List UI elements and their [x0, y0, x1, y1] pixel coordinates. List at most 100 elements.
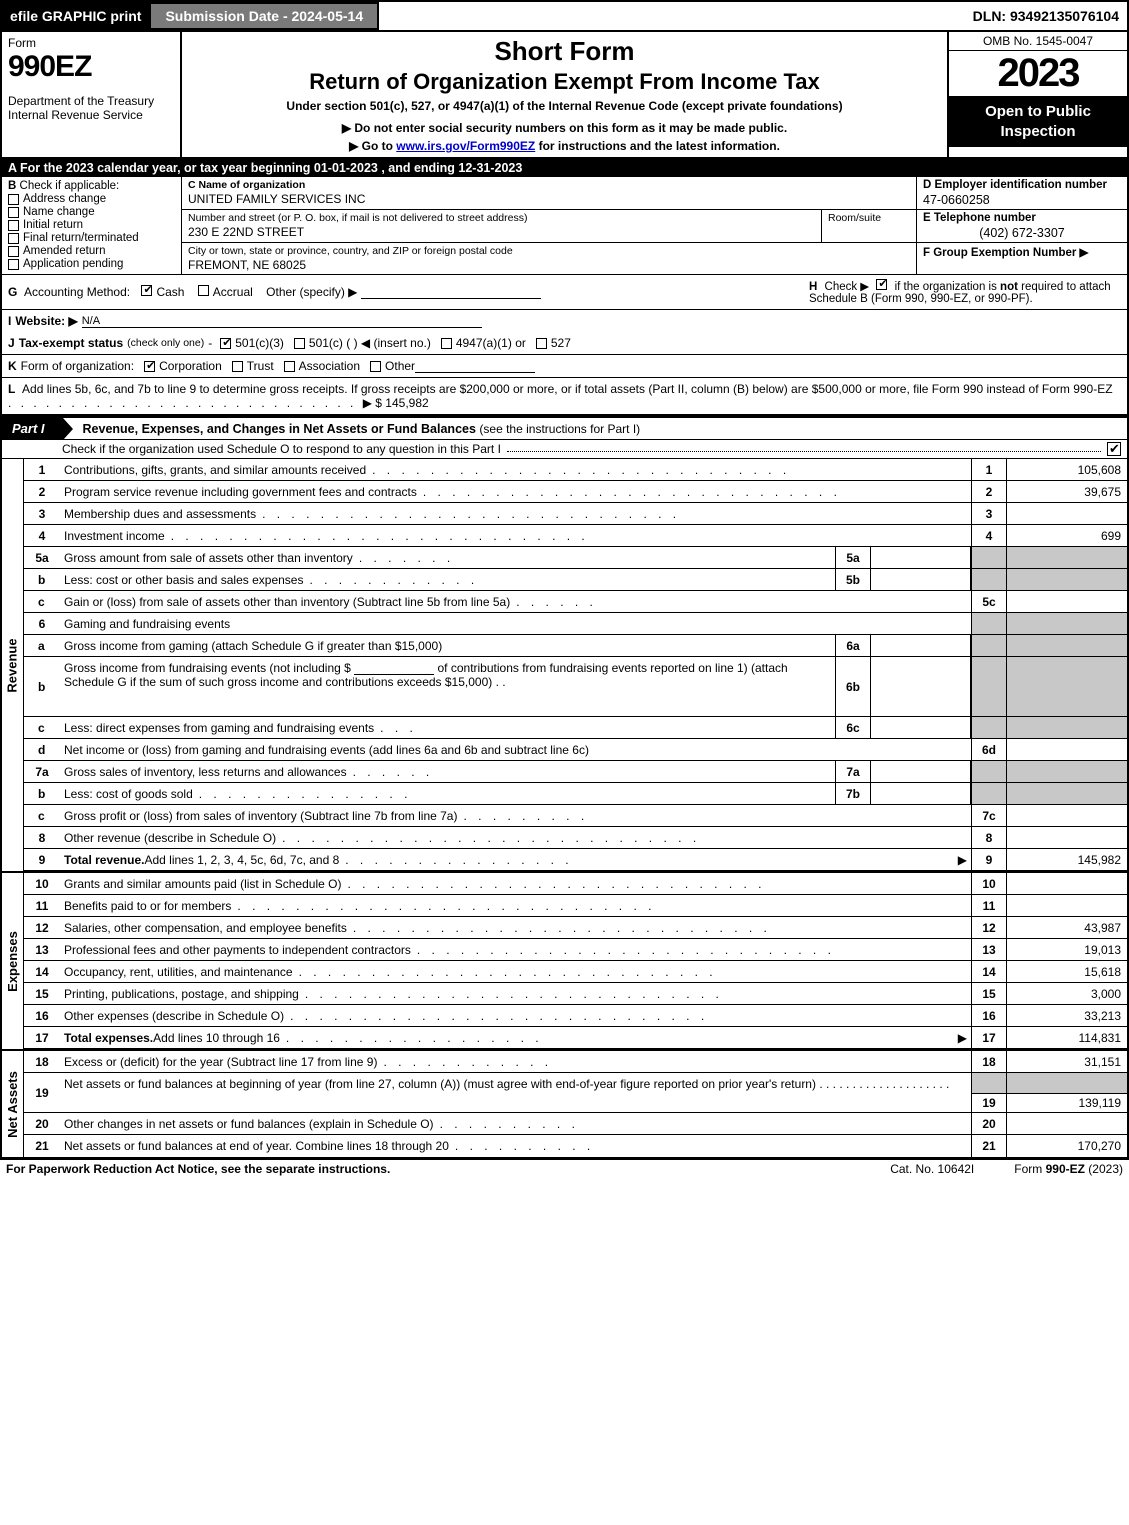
line-19-rnum: 19 — [972, 1093, 1006, 1112]
dots: . . . . . . . — [353, 551, 831, 565]
row-l: L Add lines 5b, 6c, and 7b to line 9 to … — [2, 378, 1127, 416]
line-20-num: 20 — [24, 1113, 60, 1134]
line-16: 16 Other expenses (describe in Schedule … — [24, 1005, 1127, 1027]
line-6c: c Less: direct expenses from gaming and … — [24, 717, 1127, 739]
efile-print-label[interactable]: efile GRAPHIC print — [2, 2, 149, 30]
other-org-field[interactable] — [415, 359, 535, 373]
checkbox-final-return[interactable] — [8, 233, 19, 244]
group-exemption-label: F Group Exemption Number ▶ — [923, 245, 1121, 259]
checkbox-other-org[interactable] — [370, 361, 381, 372]
line-11-rval — [1007, 895, 1127, 916]
checkbox-address-change[interactable] — [8, 194, 19, 205]
short-form-title: Short Form — [494, 36, 634, 67]
line-6b-amount-field[interactable] — [354, 661, 434, 675]
ein-value: 47-0660258 — [923, 193, 1121, 207]
line-6c-midval — [871, 717, 971, 738]
line-16-rnum: 16 — [971, 1005, 1007, 1026]
shaded-cell — [1007, 783, 1127, 804]
opt-other-org: Other — [385, 359, 415, 373]
line-3-desc: Membership dues and assessments — [64, 507, 256, 521]
line-7b: b Less: cost of goods sold . . . . . . .… — [24, 783, 1127, 805]
row-k: K Form of organization: Corporation Trus… — [2, 355, 1127, 378]
line-13-rval: 19,013 — [1007, 939, 1127, 960]
revenue-section: Revenue 1 Contributions, gifts, grants, … — [2, 459, 1127, 871]
checkbox-amended-return[interactable] — [8, 246, 19, 257]
dln-label: DLN: 93492135076104 — [965, 2, 1127, 30]
ein-cell: D Employer identification number 47-0660… — [917, 177, 1127, 209]
tax-year: 2023 — [949, 51, 1127, 96]
line-6-num: 6 — [24, 613, 60, 634]
part-i-title: Revenue, Expenses, and Changes in Net As… — [63, 422, 1127, 436]
checkbox-corporation[interactable] — [144, 361, 155, 372]
line-16-num: 16 — [24, 1005, 60, 1026]
line-8-rval — [1007, 827, 1127, 848]
checkbox-501c[interactable] — [294, 338, 305, 349]
org-name-value: UNITED FAMILY SERVICES INC — [188, 192, 910, 206]
line-5c: c Gain or (loss) from sale of assets oth… — [24, 591, 1127, 613]
part-i-check-row: Check if the organization used Schedule … — [2, 440, 1127, 459]
line-15-rval: 3,000 — [1007, 983, 1127, 1004]
line-6b-mid: 6b — [835, 657, 871, 716]
checkbox-application-pending[interactable] — [8, 259, 19, 270]
line-10-desc: Grants and similar amounts paid (list in… — [64, 877, 341, 891]
line-15-rnum: 15 — [971, 983, 1007, 1004]
b-letter: B — [8, 180, 16, 192]
line-18-rval: 31,151 — [1007, 1051, 1127, 1072]
telephone-cell: E Telephone number (402) 672-3307 — [917, 210, 1127, 242]
other-specify-field[interactable] — [361, 285, 541, 299]
irs-link[interactable]: www.irs.gov/Form990EZ — [396, 139, 535, 153]
form-word: Form — [8, 36, 174, 50]
checkbox-trust[interactable] — [232, 361, 243, 372]
checkbox-527[interactable] — [536, 338, 547, 349]
checkbox-accrual[interactable] — [198, 285, 209, 296]
line-13-num: 13 — [24, 939, 60, 960]
shaded-cell — [1007, 657, 1127, 716]
note2-prefix: ▶ Go to — [349, 139, 396, 153]
checkbox-cash[interactable] — [141, 285, 152, 296]
shaded-cell — [1007, 569, 1127, 590]
checkbox-h[interactable] — [876, 279, 887, 290]
line-15-desc: Printing, publications, postage, and shi… — [64, 987, 299, 1001]
form-header: Form 990EZ Department of the Treasury In… — [2, 32, 1127, 159]
line-6b-num: b — [24, 657, 60, 716]
dots: . . . . . . . . . . — [449, 1139, 967, 1153]
dots: . . — [496, 675, 506, 689]
room-suite-label: Room/suite — [828, 212, 910, 224]
opt-cash: Cash — [156, 285, 184, 299]
part-i-title-text: Revenue, Expenses, and Changes in Net As… — [83, 422, 476, 436]
checkbox-4947[interactable] — [441, 338, 452, 349]
line-15-num: 15 — [24, 983, 60, 1004]
dots: . . . . . . — [510, 595, 967, 609]
line-5c-rnum: 5c — [971, 591, 1007, 612]
k-label: Form of organization: — [21, 359, 134, 373]
line-6c-num: c — [24, 717, 60, 738]
opt-501c: 501(c) ( ) ◀ (insert no.) — [309, 336, 431, 350]
opt-association: Association — [299, 359, 360, 373]
line-10-rnum: 10 — [971, 873, 1007, 894]
opt-corporation: Corporation — [159, 359, 222, 373]
opt-4947: 4947(a)(1) or — [456, 336, 526, 350]
line-19-desc: Net assets or fund balances at beginning… — [64, 1077, 816, 1091]
line-6d-desc: Net income or (loss) from gaming and fun… — [64, 743, 589, 757]
part-i-check-text: Check if the organization used Schedule … — [62, 442, 501, 456]
line-11-num: 11 — [24, 895, 60, 916]
checkbox-schedule-o[interactable] — [1107, 442, 1121, 456]
checkbox-association[interactable] — [284, 361, 295, 372]
line-4-desc: Investment income — [64, 529, 165, 543]
line-6a-desc: Gross income from gaming (attach Schedul… — [64, 639, 442, 653]
line-4: 4 Investment income. . . . . . . . . . .… — [24, 525, 1127, 547]
dots: . . . . . . . . . . . . . . . . . . . . … — [276, 831, 967, 845]
spacer — [379, 2, 965, 30]
subtitle: Under section 501(c), 527, or 4947(a)(1)… — [286, 99, 842, 113]
checkbox-501c3[interactable] — [220, 338, 231, 349]
line-7c-desc: Gross profit or (loss) from sales of inv… — [64, 809, 457, 823]
line-12-num: 12 — [24, 917, 60, 938]
line-10: 10 Grants and similar amounts paid (list… — [24, 873, 1127, 895]
opt-trust: Trust — [247, 359, 274, 373]
checkbox-name-change[interactable] — [8, 207, 19, 218]
checkbox-initial-return[interactable] — [8, 220, 19, 231]
line-4-rnum: 4 — [971, 525, 1007, 546]
dots: . . . . . . . . . . . . . . . . . . . . … — [231, 899, 967, 913]
line-7b-mid: 7b — [835, 783, 871, 804]
line-1-rval: 105,608 — [1007, 459, 1127, 480]
